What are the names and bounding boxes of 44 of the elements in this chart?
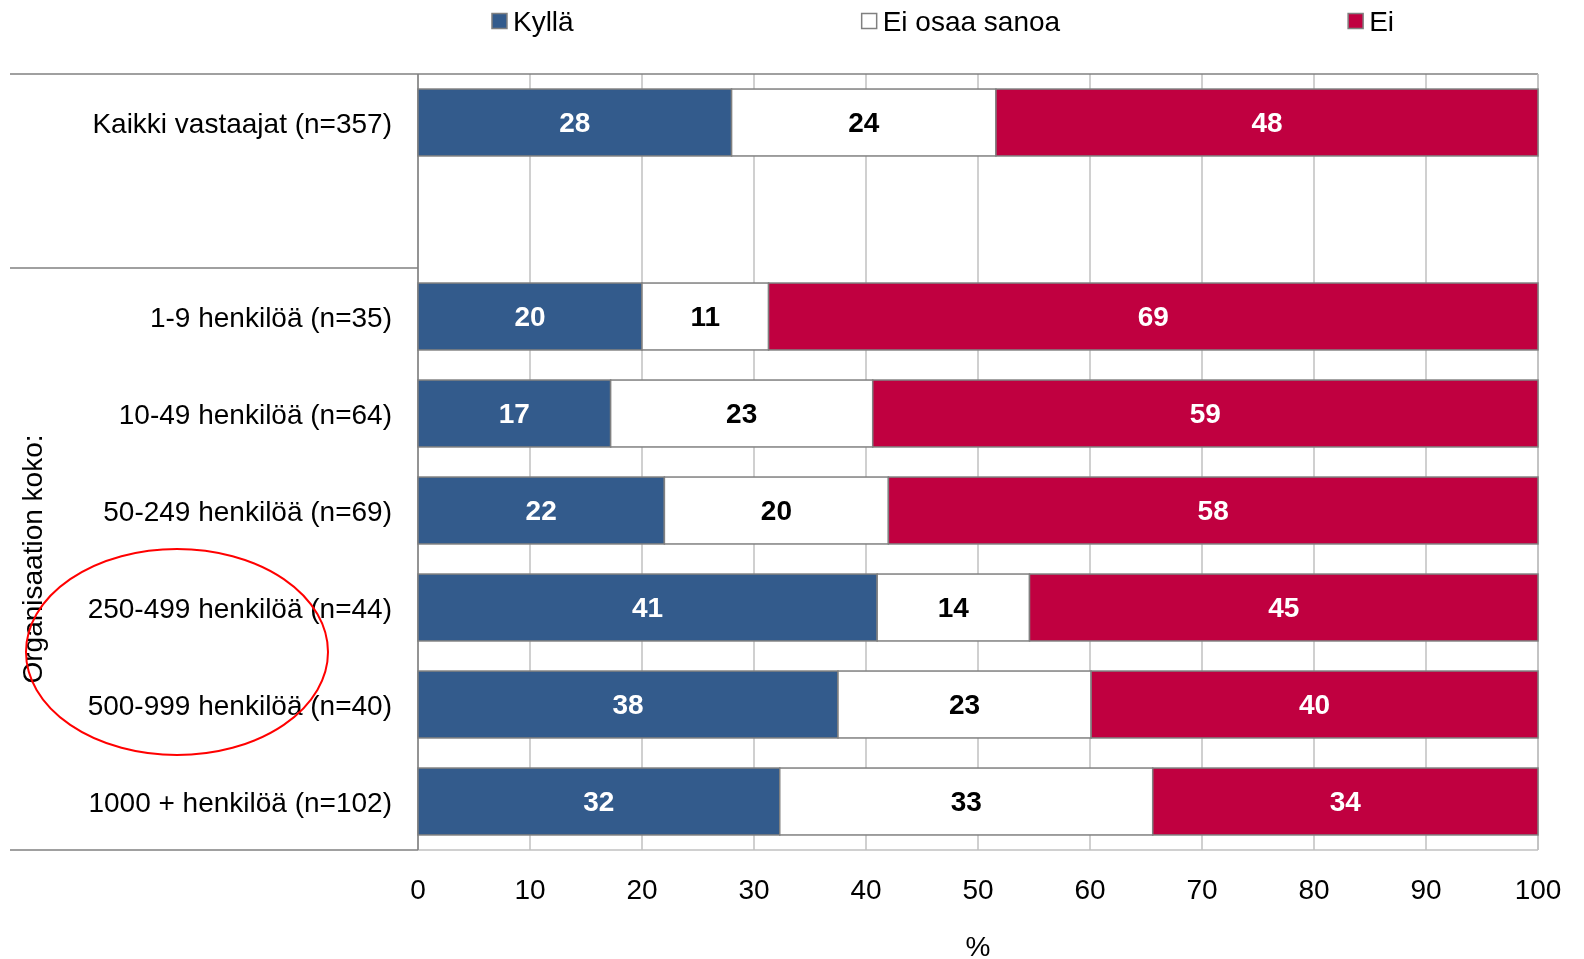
data-label: 69 xyxy=(1137,301,1169,332)
x-tick-label: 50 xyxy=(962,873,994,905)
data-label: 20 xyxy=(514,301,546,332)
data-label: 45 xyxy=(1268,592,1300,623)
data-label: 23 xyxy=(948,689,981,720)
x-tick-label: 60 xyxy=(1074,873,1106,905)
y-tick-label: Kaikki vastaajat (n=357) xyxy=(92,107,392,138)
data-label: 14 xyxy=(937,592,970,623)
x-tick-label: 100 xyxy=(1514,873,1562,905)
data-label: 58 xyxy=(1197,495,1229,526)
data-label: 48 xyxy=(1251,107,1283,138)
x-tick-label: 40 xyxy=(850,873,882,905)
x-tick-label: 80 xyxy=(1298,873,1330,905)
y-tick-label: 250-499 henkilöä (n=44) xyxy=(87,592,392,623)
legend-label: Ei osaa sanoa xyxy=(882,5,1061,37)
y-tick-label: 1000 + henkilöä (n=102) xyxy=(88,786,392,817)
data-label: 33 xyxy=(950,786,982,817)
x-tick-label: 70 xyxy=(1186,873,1218,905)
data-label: 59 xyxy=(1189,398,1221,429)
x-tick-label: 0 xyxy=(410,873,426,905)
x-tick-label: 30 xyxy=(738,873,770,905)
data-label: 22 xyxy=(525,495,557,526)
y-tick-label: 500-999 henkilöä (n=40) xyxy=(87,689,392,720)
data-label: 32 xyxy=(583,786,615,817)
y-tick-label: 1-9 henkilöä (n=35) xyxy=(149,301,392,332)
legend-label: Ei xyxy=(1369,5,1395,37)
data-label: 23 xyxy=(726,398,758,429)
data-label: 24 xyxy=(848,107,880,138)
x-axis-title: % xyxy=(965,930,991,959)
y-axis-title: Organisaation koko: xyxy=(16,434,48,684)
data-label: 40 xyxy=(1298,689,1331,720)
x-tick-label: 90 xyxy=(1410,873,1442,905)
data-label: 28 xyxy=(559,107,591,138)
y-tick-label: 50-249 henkilöä (n=69) xyxy=(103,495,392,526)
legend-label: Kyllä xyxy=(512,5,575,37)
x-tick-label: 10 xyxy=(514,873,546,905)
data-label: 34 xyxy=(1329,786,1362,817)
data-label: 11 xyxy=(690,301,721,332)
y-tick-label: 10-49 henkilöä (n=64) xyxy=(118,398,392,429)
x-tick-label: 20 xyxy=(626,873,658,905)
data-label: 17 xyxy=(498,398,530,429)
data-label: 20 xyxy=(760,495,792,526)
data-label: 38 xyxy=(612,689,644,720)
data-label: 41 xyxy=(632,592,664,623)
